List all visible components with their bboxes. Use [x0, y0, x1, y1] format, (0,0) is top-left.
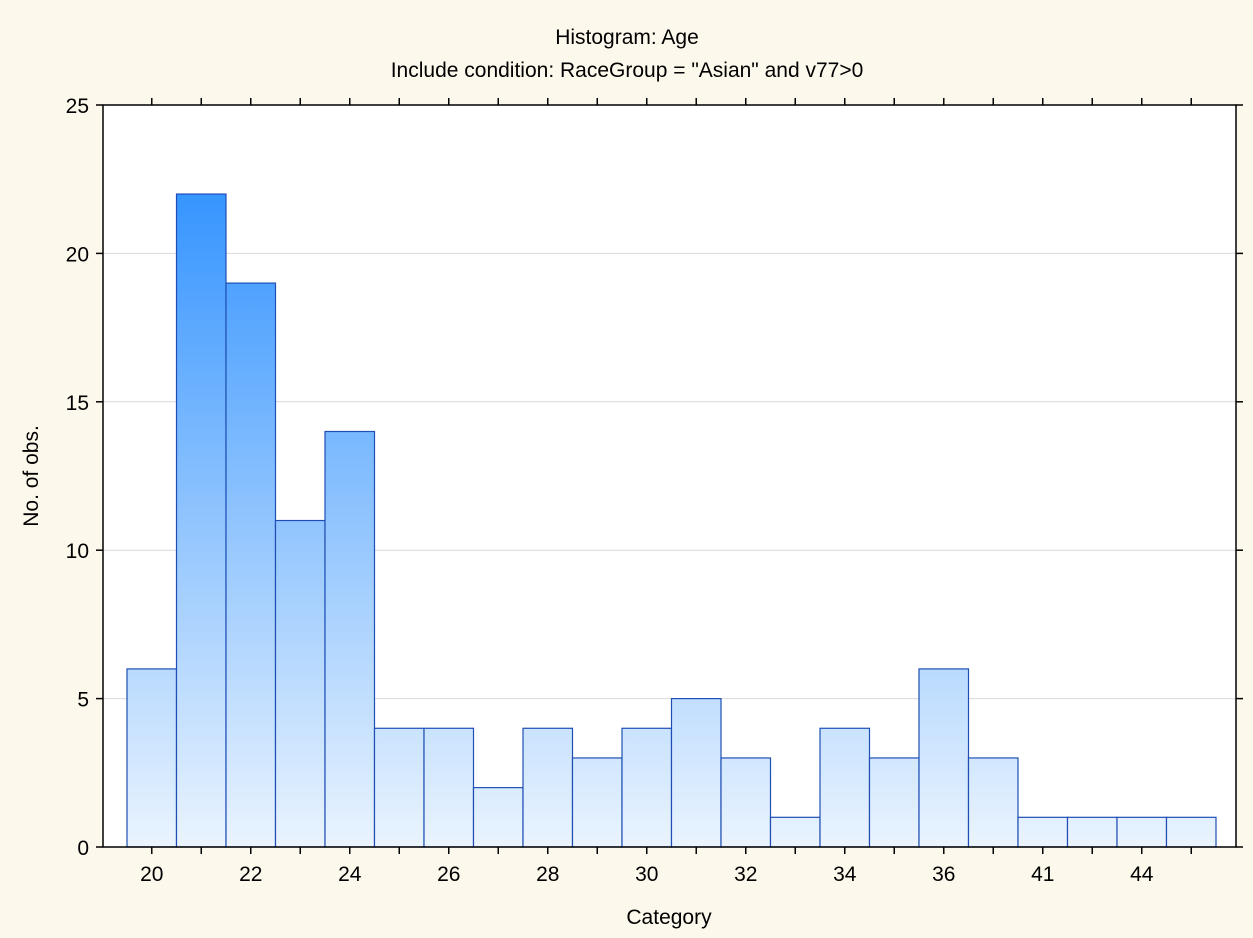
bar-36 [918, 668, 970, 848]
bar-31 [670, 697, 722, 848]
bar-23 [274, 519, 326, 848]
x-axis-label: Category [626, 906, 712, 929]
x-tick-label: 24 [338, 863, 362, 886]
bar-24 [324, 430, 376, 848]
bar-35 [868, 757, 920, 848]
y-tick-label: 10 [66, 540, 89, 563]
x-tick-label: 41 [1031, 863, 1054, 886]
x-tick-label: 36 [932, 863, 955, 886]
bar-33 [769, 816, 821, 848]
x-tick-label: 34 [833, 863, 857, 886]
y-tick-label: 5 [77, 689, 89, 712]
x-tick-label: 44 [1130, 863, 1154, 886]
bar-30 [621, 727, 673, 848]
x-tick-label: 30 [635, 863, 658, 886]
y-tick-label: 25 [66, 95, 89, 118]
plot-frame [102, 104, 1237, 848]
y-tick-label: 0 [77, 837, 89, 860]
y-axis-label: No. of obs. [20, 425, 43, 527]
x-tick-label: 22 [239, 863, 262, 886]
y-tick-label: 15 [66, 392, 89, 415]
chart-subtitle: Include condition: RaceGroup = "Asian" a… [391, 59, 864, 82]
bar-22 [225, 282, 277, 848]
bar-41 [1017, 816, 1069, 848]
bar-32 [720, 757, 772, 848]
bar-20 [126, 668, 178, 848]
x-axis-ticks: 20 22 24 26 28 30 32 34 36 41 44 [140, 98, 1192, 886]
x-tick-label: 28 [536, 863, 559, 886]
bar-37 [967, 757, 1019, 848]
bar-42 [1066, 816, 1118, 848]
x-tick-label: 26 [437, 863, 460, 886]
y-tick-label: 20 [66, 243, 89, 266]
bar-21 [175, 193, 227, 848]
bar-25 [373, 727, 425, 848]
bar-27 [472, 787, 524, 848]
y-axis-ticks: 0 5 10 15 20 25 [66, 95, 1243, 860]
x-tick-label: 32 [734, 863, 757, 886]
bar-29 [571, 757, 623, 848]
bar-34 [819, 727, 871, 848]
chart-title: Histogram: Age [555, 26, 699, 49]
x-tick-label: 20 [140, 863, 163, 886]
bar-28 [522, 727, 574, 848]
bar-46 [1165, 816, 1217, 848]
bars [126, 193, 1217, 848]
bar-44 [1116, 816, 1168, 848]
bar-26 [423, 727, 475, 848]
